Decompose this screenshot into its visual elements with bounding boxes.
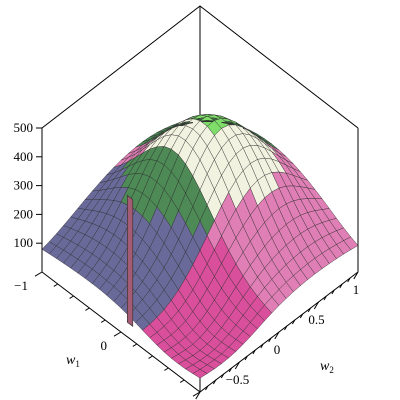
w1-tick bbox=[113, 331, 122, 337]
z-tick-label: 500 bbox=[14, 120, 34, 135]
w2-tick bbox=[195, 391, 201, 400]
w2-tick bbox=[260, 343, 264, 349]
w2-tick bbox=[220, 373, 225, 379]
w2-tick bbox=[347, 277, 351, 283]
w2-tick bbox=[353, 271, 359, 280]
w2-tick bbox=[274, 331, 280, 340]
w1-tick bbox=[34, 271, 43, 277]
w2-tick bbox=[284, 325, 288, 331]
w2-tick bbox=[339, 283, 343, 289]
w2-tick-label: 0.5 bbox=[308, 312, 324, 327]
w1-tick bbox=[100, 319, 106, 323]
w1-tick bbox=[148, 355, 153, 359]
w2-axis-label: w2 bbox=[320, 359, 334, 375]
z-tick-label: 400 bbox=[14, 149, 34, 164]
w2-tick-label: 0 bbox=[274, 342, 281, 357]
surface-spike bbox=[127, 194, 134, 328]
w2-tick bbox=[228, 367, 233, 373]
w2-tick bbox=[244, 355, 248, 361]
w2-tick bbox=[307, 307, 312, 313]
w2-tick-label: 1 bbox=[353, 282, 360, 297]
surface-mesh bbox=[41, 114, 359, 379]
w1-axis: −1 0 bbox=[14, 271, 201, 397]
z-tick-label: 300 bbox=[14, 178, 34, 193]
w1-tick-label: −1 bbox=[14, 278, 28, 293]
w2-tick bbox=[331, 289, 335, 295]
w2-tick bbox=[234, 361, 240, 370]
w2-tick bbox=[291, 319, 296, 325]
z-axis: 100 200 300 400 500 bbox=[14, 120, 42, 250]
w1-tick bbox=[132, 343, 138, 347]
surface-cell bbox=[192, 369, 208, 379]
w2-tick bbox=[212, 379, 217, 385]
w2-tick bbox=[268, 337, 272, 343]
w2-axis: −0.5 0 0.5 1 bbox=[195, 271, 360, 400]
w2-tick bbox=[313, 301, 319, 310]
w1-tick bbox=[164, 367, 169, 371]
w1-tick bbox=[69, 295, 74, 299]
w2-tick bbox=[205, 385, 209, 391]
z-tick-label: 100 bbox=[14, 235, 34, 250]
z-tick-label: 200 bbox=[14, 206, 34, 221]
w1-tick-label: 0 bbox=[101, 338, 108, 353]
w2-tick bbox=[323, 295, 327, 301]
w1-tick bbox=[179, 379, 185, 383]
w2-tick bbox=[299, 313, 304, 319]
w1-axis-label: w1 bbox=[66, 353, 80, 369]
w1-tick bbox=[53, 283, 59, 287]
spike-face bbox=[127, 194, 134, 328]
w1-tick bbox=[85, 307, 90, 311]
w2-tick-label: −0.5 bbox=[226, 372, 250, 387]
w2-tick bbox=[252, 349, 256, 355]
w1-tick bbox=[192, 391, 201, 397]
